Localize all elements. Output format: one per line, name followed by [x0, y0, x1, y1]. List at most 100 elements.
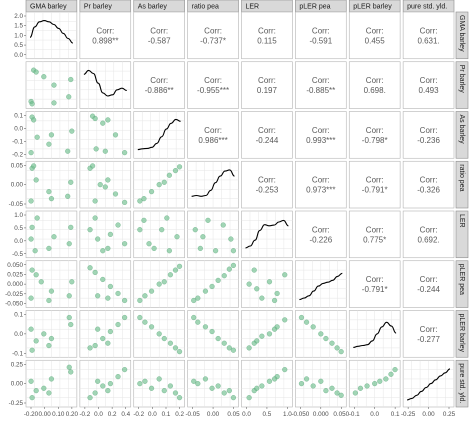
y-tick-label: -0.1	[12, 138, 23, 145]
corr-label: Corr:	[420, 176, 438, 185]
scatter-point	[41, 385, 47, 391]
scatter-point	[156, 281, 162, 287]
scatter-point	[146, 241, 152, 247]
scatter-point	[100, 276, 106, 283]
x-tick-label: -0.2	[79, 411, 90, 418]
scatter-point	[230, 395, 236, 401]
scatter-point	[195, 319, 201, 325]
scatter-point	[310, 383, 316, 389]
corr-value: 0.692.	[417, 235, 439, 244]
scatter-point	[105, 245, 111, 251]
scatter-point	[334, 390, 340, 396]
x-tick-label: 1.0	[283, 411, 292, 418]
scatter-point	[66, 241, 72, 247]
panel-1-4: Corr:0.197	[241, 61, 293, 109]
scatter-point	[220, 222, 226, 228]
panel-0-6: Corr:0.455	[348, 11, 401, 60]
row-strip	[455, 11, 469, 60]
panel-background	[402, 111, 455, 159]
panel-4-4	[241, 210, 293, 259]
corr-value: 0.493	[419, 86, 440, 95]
scatter-point	[137, 314, 143, 321]
scatter-point	[29, 267, 35, 273]
panel-background	[295, 111, 347, 159]
scatter-point	[41, 74, 47, 80]
scatter-point	[246, 281, 252, 287]
scatter-point	[213, 248, 219, 254]
scatter-point	[364, 383, 370, 389]
y-tick-label: 1.0	[14, 212, 23, 219]
scatter-point	[226, 266, 232, 272]
corr-value: -0.236	[417, 136, 440, 145]
scatter-point	[209, 283, 215, 290]
panel-1-6: Corr:0.698.	[348, 61, 401, 109]
corr-value: 0.197	[257, 86, 278, 95]
panel-background	[187, 111, 239, 159]
scatter-point	[174, 234, 180, 240]
panel-2-3: Corr:0.986***	[187, 111, 239, 159]
panel-1-7: Corr:0.493	[402, 61, 455, 109]
scatter-point	[137, 381, 143, 387]
scatter-point	[161, 388, 167, 394]
scatter-point	[172, 345, 179, 351]
scatter-point	[205, 217, 211, 223]
scatter-point	[246, 345, 252, 351]
corr-label: Corr:	[204, 126, 222, 135]
panel-background	[241, 61, 293, 109]
corr-value: 0.455	[365, 36, 386, 45]
panel-5-4	[241, 260, 293, 308]
scatter-point	[304, 376, 310, 382]
column-strip-label: As barley	[138, 4, 168, 11]
scatter-point	[251, 267, 257, 273]
corr-label: Corr:	[366, 126, 384, 135]
corr-value: 0.775*	[363, 235, 386, 244]
scatter-point	[334, 345, 340, 351]
scatter-point	[318, 378, 324, 384]
scatter-point	[259, 295, 265, 301]
scatter-point	[176, 263, 183, 269]
scatter-point	[221, 390, 227, 396]
scatter-point	[259, 383, 265, 389]
corr-label: Corr:	[312, 26, 330, 35]
corr-label: Corr:	[150, 76, 168, 85]
x-tick-label: 0.0	[94, 411, 103, 418]
scatter-point	[191, 297, 197, 304]
y-tick-label: 0.5	[14, 42, 23, 49]
panel-background	[402, 310, 455, 358]
y-tick-label: -0.2	[12, 151, 23, 158]
scatter-point	[115, 290, 121, 297]
scatter-point	[46, 297, 52, 304]
scatter-point	[254, 385, 260, 391]
panel-3-1	[79, 160, 132, 209]
scatter-point	[156, 376, 162, 382]
scatter-point	[176, 164, 183, 170]
y-tick-label: -0.05	[9, 201, 24, 208]
scatter-point	[259, 333, 265, 339]
corr-label: Corr:	[312, 225, 330, 234]
scatter-point	[90, 163, 96, 169]
panel-background	[295, 11, 347, 60]
scatter-point	[200, 234, 206, 240]
corr-label: Corr:	[204, 76, 222, 85]
scatter-point	[29, 395, 35, 401]
scatter-point	[122, 150, 128, 156]
panel-background	[295, 210, 347, 259]
panel-background	[79, 11, 132, 60]
scatter-point	[29, 101, 35, 107]
scatter-point	[92, 390, 98, 396]
scatter-point	[100, 335, 106, 342]
row-strip	[455, 359, 469, 408]
scatter-point	[209, 328, 215, 335]
scatter-point	[68, 76, 74, 83]
scatter-point	[87, 345, 93, 351]
panel-6-7: Corr:-0.277	[402, 310, 455, 358]
panel-background	[187, 11, 239, 60]
scatter-point	[46, 189, 52, 195]
corr-label: Corr:	[366, 26, 384, 35]
corr-value: -0.244	[417, 285, 440, 294]
scatter-point	[142, 319, 148, 325]
scatter-point	[197, 245, 203, 251]
panel-5-3	[187, 260, 239, 308]
scatter-point	[68, 369, 74, 375]
